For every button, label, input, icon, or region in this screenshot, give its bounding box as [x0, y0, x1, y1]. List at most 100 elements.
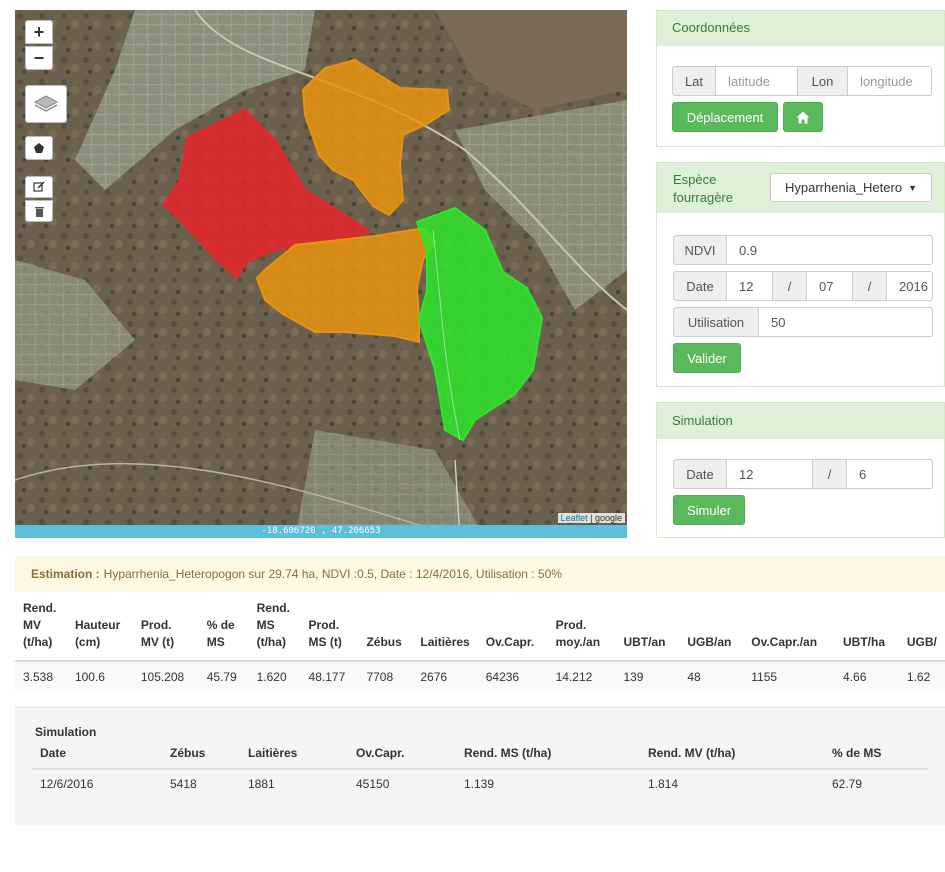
results-header-row: Rend. MV (t/ha) Hauteur (cm) Prod. MV (t) % de M… — [15, 596, 945, 662]
map-view[interactable]: + − Leaflet | google -18.606720 , 47.206… — [15, 10, 627, 538]
header-line: UBT/an — [623, 635, 666, 649]
results-col-header: Hauteur (cm) — [66, 596, 133, 662]
edit-layers-button[interactable] — [25, 176, 53, 198]
results-col-header: Zébus — [358, 596, 413, 662]
estimation-label: Estimation : — [31, 567, 100, 581]
date-separator-2: / — [853, 271, 887, 301]
coordinates-panel-title: Coordonnées — [657, 11, 944, 46]
home-button[interactable] — [783, 102, 823, 132]
results-cell: 64236 — [477, 661, 548, 691]
results-cell: 7708 — [358, 661, 413, 691]
results-col-header: UGB/ — [898, 596, 945, 662]
simulate-button[interactable]: Simuler — [673, 495, 745, 525]
attribution-separator: | — [587, 513, 595, 523]
simulation-cell: 12/6/2016 — [40, 777, 94, 791]
date-month-input[interactable]: 07 — [807, 271, 853, 301]
layers-button[interactable] — [25, 85, 67, 123]
results-cell: 4.66 — [835, 661, 899, 691]
results-cell: 3.538 — [15, 661, 67, 691]
results-col-header: UBT/ha — [835, 596, 899, 662]
simulation-cell: 1.139 — [464, 777, 495, 791]
parcel-green-polygon[interactable] — [415, 206, 544, 442]
results-col-header: Laitières — [412, 596, 478, 662]
results-col-header: Ov.Capr. — [477, 596, 548, 662]
zoom-out-button[interactable]: − — [25, 46, 53, 70]
species-select[interactable]: Hyparrhenia_Heteropogon ▼ — [770, 173, 932, 202]
header-line: moy./an — [555, 635, 601, 649]
simulation-month-input[interactable]: 6 — [847, 459, 933, 489]
table-row: 3.538 100.6 105.208 45.79 1.620 48.177 7708 267… — [15, 661, 945, 691]
utilisation-input[interactable]: 50 — [759, 307, 933, 337]
utilisation-input-group: Utilisation 50 — [673, 307, 933, 337]
trash-icon — [34, 207, 44, 217]
estimation-alert: Estimation : Hyparrhenia_Heteropogon sur… — [15, 556, 945, 592]
results-col-header: UBT/an — [615, 596, 680, 662]
latitude-input[interactable]: latitude — [716, 66, 798, 96]
simulation-date-group: Date 12 / 6 — [673, 459, 933, 489]
move-button[interactable]: Déplacement — [672, 102, 778, 132]
header-line: Ov.Capr./an — [751, 635, 818, 649]
results-col-header: Rend. MS (t/ha) — [248, 596, 301, 662]
species-label: Espèce fourragère — [673, 171, 733, 207]
header-line: Prod. — [555, 618, 587, 632]
validate-button[interactable]: Valider — [673, 343, 741, 373]
results-col-header: UGB/an — [679, 596, 744, 662]
longitude-input[interactable]: longitude — [848, 66, 932, 96]
date-separator-1: / — [773, 271, 807, 301]
simulation-cell: 1881 — [248, 777, 275, 791]
parcel-orange-south-polygon[interactable] — [255, 226, 437, 344]
results-col-header: Ov.Capr./an — [743, 596, 836, 662]
simulation-col-header: Rend. MS (t/ha) — [456, 744, 640, 770]
simulation-cell: 45150 — [356, 777, 390, 791]
header-line: Ov.Capr. — [485, 635, 535, 649]
leaflet-link[interactable]: Leaflet — [560, 513, 588, 523]
draw-polygon-button[interactable] — [25, 136, 53, 160]
results-table: Rend. MV (t/ha) Hauteur (cm) Prod. MV (t) % de M… — [15, 596, 945, 691]
zoom-in-button[interactable]: + — [25, 20, 53, 44]
delete-layers-button[interactable] — [25, 200, 53, 222]
date-day-input[interactable]: 12 — [727, 271, 773, 301]
parcel-red-polygon[interactable] — [161, 108, 373, 280]
lon-label: Lon — [798, 66, 848, 96]
results-cell: 14.212 — [547, 661, 616, 691]
caret-down-icon: ▼ — [908, 182, 917, 193]
header-line: (t/ha) — [256, 635, 286, 649]
parcel-orange-north-polygon[interactable] — [301, 58, 451, 217]
header-line: MV (t) — [140, 635, 175, 649]
simulation-col-header: Rend. MV (t/ha) — [640, 744, 824, 770]
header-line: MS — [206, 635, 225, 649]
species-label-line2: fourragère — [673, 190, 733, 205]
simulation-col-header: Ov.Capr. — [348, 744, 456, 770]
results-cell: 105.208 — [132, 661, 199, 691]
latlon-input-group: Lat latitude Lon longitude — [672, 66, 932, 96]
header-line: Zébus — [366, 635, 402, 649]
simulation-col-header: Laitières — [240, 744, 348, 770]
simulation-panel-title: Simulation — [657, 403, 944, 439]
utilisation-label: Utilisation — [673, 307, 759, 337]
simulation-date-label: Date — [673, 459, 727, 489]
simulation-cell: 62.79 — [832, 777, 863, 791]
simulation-col-header: Date — [32, 744, 162, 770]
date-year-input[interactable]: 2016 — [887, 271, 933, 301]
species-label-line1: Espèce — [673, 172, 717, 187]
header-line: UGB/an — [687, 635, 732, 649]
edit-icon — [33, 181, 45, 192]
header-line: Prod. — [140, 618, 172, 632]
date-label: Date — [673, 271, 727, 301]
satellite-imagery — [15, 10, 627, 538]
header-line: UBT/ha — [843, 635, 886, 649]
pentagon-icon — [34, 143, 44, 153]
ndvi-input-group: NDVI 0.9 — [673, 235, 933, 265]
results-cell: 45.79 — [198, 661, 249, 691]
simulation-cell: 1.814 — [648, 777, 679, 791]
results-cell: 139 — [615, 661, 680, 691]
simulation-day-input[interactable]: 12 — [727, 459, 813, 489]
simulation-col-header: % de MS — [824, 744, 928, 770]
ndvi-input[interactable]: 0.9 — [727, 235, 933, 265]
date-input-group: Date 12 / 07 / 2016 — [673, 271, 933, 301]
simulation-date-separator: / — [813, 459, 847, 489]
results-cell: 1155 — [743, 661, 836, 691]
header-line: MV — [23, 618, 41, 632]
results-col-header: Rend. MV (t/ha) — [15, 596, 67, 662]
ndvi-label: NDVI — [673, 235, 727, 265]
